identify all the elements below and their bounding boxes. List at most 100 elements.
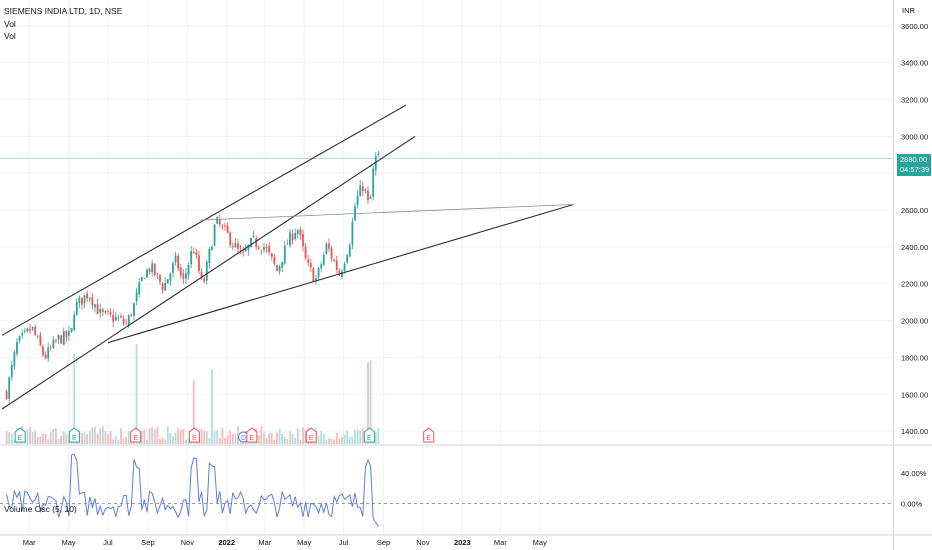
candle-body (73, 314, 76, 330)
volume-bar (333, 439, 336, 444)
candle-body (5, 390, 8, 399)
candle-body (304, 246, 307, 259)
candle-body (179, 267, 182, 276)
price-tick-label: 2600.00 (901, 206, 928, 215)
volume-bar (218, 437, 221, 444)
volume-bar (112, 439, 115, 444)
volume-bar (62, 431, 65, 444)
candle-body (31, 326, 34, 330)
candle-body (177, 255, 180, 269)
candle-body (211, 246, 213, 251)
candle-body (299, 229, 302, 236)
volume-bar (216, 429, 219, 444)
time-tick-label: Jul (103, 538, 113, 547)
candle-body (55, 340, 57, 342)
time-tick-label: Mar (23, 538, 36, 547)
volume-bar (377, 427, 380, 444)
event-marker-earnings_down[interactable]: E (130, 427, 142, 443)
candle-body (190, 251, 193, 265)
event-marker-earnings_down[interactable]: E (305, 427, 317, 443)
candle-body (49, 347, 52, 349)
event-marker-earnings_up[interactable]: E (68, 427, 80, 443)
volume-bar (343, 434, 346, 444)
oscillator-tick-label: 0.00% (901, 499, 923, 508)
candle-body (138, 282, 141, 295)
volume-bar (356, 429, 359, 444)
event-marker-earnings_down[interactable]: E (188, 427, 200, 443)
volume-bar (359, 430, 362, 444)
candle-body (250, 237, 252, 247)
volume-bar (302, 427, 304, 444)
volume-bar (257, 435, 260, 444)
candle-body (229, 232, 232, 245)
price-tick-label: 2400.00 (901, 243, 928, 252)
candlestick-series (5, 150, 380, 403)
volume-bar (221, 427, 224, 444)
candle-body (68, 330, 70, 336)
candle-body (374, 156, 377, 171)
candle-body (120, 316, 122, 318)
volume-bar (13, 439, 16, 444)
time-tick-label: May (61, 538, 75, 547)
candle-body (317, 267, 320, 278)
volume-bar (49, 432, 52, 444)
chart-symbol-title[interactable]: SIEMENS INDIA LTD, 1D, NSE (4, 6, 123, 16)
event-marker-earnings_down[interactable]: E (246, 427, 258, 443)
volume-bar (104, 430, 107, 444)
candle-body (109, 312, 112, 315)
candle-body (81, 297, 83, 305)
candle-body (10, 365, 13, 378)
candle-body (164, 282, 167, 291)
candle-body (286, 243, 289, 245)
time-tick-label: May (297, 538, 311, 547)
volume-bar (26, 429, 29, 444)
volume-bar (182, 428, 185, 444)
volume-bar (151, 427, 154, 444)
event-marker-earnings_up[interactable]: E (14, 427, 26, 443)
volume-bar (341, 436, 343, 444)
event-marker-label: E (192, 435, 197, 442)
candle-body (94, 304, 96, 308)
candle-body (143, 278, 146, 280)
volume-bar (200, 429, 203, 444)
volume-bar (86, 433, 89, 444)
candle-body (312, 268, 315, 282)
candle-body (47, 347, 50, 359)
candle-body (34, 326, 37, 335)
earnings-badge (130, 427, 142, 443)
volume-bar (304, 429, 307, 444)
volume-bar (322, 433, 325, 444)
trendline (199, 204, 574, 221)
volume-bar (140, 431, 143, 444)
volume-bar (99, 428, 102, 444)
candle-body (268, 246, 271, 252)
candle-body (130, 314, 133, 316)
candle-body (166, 279, 169, 284)
volume-bar (263, 432, 265, 444)
volume-bar (234, 433, 237, 444)
candle-body (114, 316, 117, 321)
candle-body (146, 269, 148, 278)
volume-bar (55, 428, 57, 444)
candle-body (99, 308, 102, 313)
volume-bar (174, 432, 177, 444)
volume-bar (47, 439, 50, 444)
volume-bar (211, 369, 213, 444)
volume-bar (286, 439, 289, 444)
event-marker-earnings_down[interactable]: E (423, 427, 435, 443)
candle-body (361, 186, 364, 191)
event-marker-earnings_up[interactable]: E (363, 427, 375, 443)
candle-body (328, 243, 330, 249)
volume-bar (166, 426, 169, 444)
volume-bar (88, 431, 91, 444)
volume-bar (114, 435, 117, 444)
candle-body (343, 263, 346, 271)
candle-body (307, 259, 310, 263)
volume-bar (10, 433, 13, 444)
candle-body (96, 303, 99, 314)
candle-body (224, 225, 226, 227)
candle-body (13, 352, 16, 366)
